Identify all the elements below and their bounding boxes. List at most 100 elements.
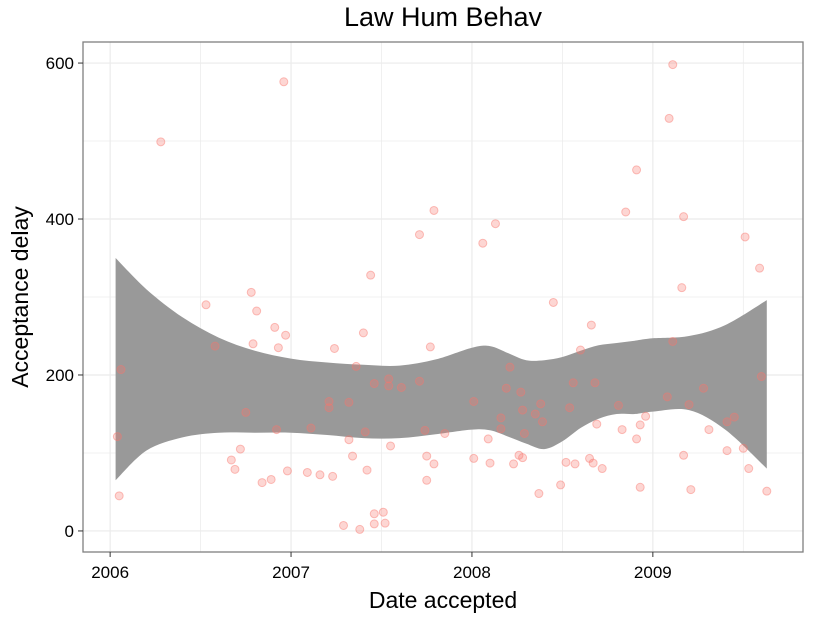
y-tick-label: 200 bbox=[46, 366, 74, 385]
data-point bbox=[478, 238, 488, 248]
data-point bbox=[414, 376, 424, 386]
data-point bbox=[272, 425, 282, 435]
data-point bbox=[210, 341, 220, 351]
data-point bbox=[518, 453, 528, 463]
data-point bbox=[641, 411, 651, 421]
data-point bbox=[355, 524, 365, 534]
data-point bbox=[756, 372, 766, 382]
data-point bbox=[662, 392, 672, 402]
x-tick-label: 2008 bbox=[453, 563, 491, 582]
smooth-band-layer bbox=[115, 258, 767, 481]
data-point bbox=[597, 464, 607, 474]
data-point bbox=[679, 450, 689, 460]
data-point bbox=[590, 378, 600, 388]
data-point bbox=[369, 379, 379, 389]
data-point bbox=[570, 459, 580, 469]
data-point bbox=[586, 320, 596, 330]
x-tick-label: 2009 bbox=[634, 563, 672, 582]
plot-border bbox=[82, 41, 804, 553]
data-point bbox=[226, 455, 236, 465]
data-point bbox=[496, 413, 506, 423]
data-point bbox=[485, 458, 495, 468]
data-point bbox=[420, 425, 430, 435]
data-point bbox=[635, 482, 645, 492]
data-point bbox=[556, 480, 566, 490]
x-tick-label: 2007 bbox=[272, 563, 310, 582]
data-point bbox=[575, 345, 585, 355]
data-point bbox=[677, 283, 687, 293]
data-point bbox=[344, 435, 354, 445]
data-point bbox=[248, 339, 258, 349]
data-point bbox=[329, 343, 339, 353]
data-point bbox=[668, 60, 678, 70]
data-point bbox=[380, 518, 390, 528]
data-point bbox=[635, 420, 645, 430]
data-point bbox=[585, 453, 595, 463]
data-point bbox=[429, 459, 439, 469]
y-tick-label: 400 bbox=[46, 210, 74, 229]
data-point bbox=[514, 450, 524, 460]
data-point bbox=[505, 362, 515, 372]
data-point bbox=[516, 387, 526, 397]
data-point bbox=[729, 412, 739, 422]
data-point bbox=[369, 509, 379, 519]
data-point bbox=[632, 434, 642, 444]
points-layer bbox=[112, 60, 772, 534]
data-point bbox=[621, 207, 631, 217]
data-point bbox=[469, 453, 479, 463]
data-point bbox=[588, 458, 598, 468]
data-point bbox=[306, 423, 316, 433]
data-point bbox=[699, 383, 709, 393]
data-point bbox=[384, 381, 394, 391]
data-point bbox=[722, 446, 732, 456]
data-point bbox=[266, 474, 276, 484]
data-point bbox=[339, 520, 349, 530]
data-point bbox=[537, 417, 547, 427]
data-point bbox=[366, 270, 376, 280]
data-point bbox=[324, 396, 334, 406]
x-tick-label: 2006 bbox=[91, 563, 129, 582]
data-point bbox=[324, 403, 334, 413]
y-axis-label: Acceptance delay bbox=[7, 206, 33, 388]
data-point bbox=[548, 297, 558, 307]
data-point bbox=[362, 465, 372, 475]
data-point bbox=[668, 336, 678, 346]
data-point bbox=[246, 287, 256, 297]
data-point bbox=[617, 425, 627, 435]
data-point bbox=[429, 205, 439, 215]
data-point bbox=[235, 444, 245, 454]
data-point bbox=[252, 306, 262, 316]
data-point bbox=[344, 397, 354, 407]
data-point bbox=[632, 165, 642, 175]
data-point bbox=[302, 467, 312, 477]
data-point bbox=[422, 451, 432, 461]
data-point bbox=[282, 466, 292, 476]
data-point bbox=[369, 519, 379, 529]
data-point bbox=[396, 382, 406, 392]
data-point bbox=[755, 263, 765, 273]
data-point bbox=[483, 434, 493, 444]
data-point bbox=[519, 428, 529, 438]
data-point bbox=[738, 443, 748, 453]
data-point bbox=[384, 374, 394, 384]
data-point bbox=[270, 322, 280, 332]
data-point bbox=[722, 417, 732, 427]
data-point bbox=[565, 403, 575, 413]
data-point bbox=[534, 489, 544, 499]
data-point bbox=[112, 432, 122, 442]
chart-title: Law Hum Behav bbox=[344, 2, 543, 32]
data-point bbox=[386, 441, 396, 451]
data-point bbox=[360, 427, 370, 437]
data-point bbox=[279, 77, 289, 87]
data-point bbox=[518, 405, 528, 415]
data-point bbox=[116, 365, 126, 375]
data-point bbox=[530, 409, 540, 419]
data-point bbox=[592, 419, 602, 429]
data-point bbox=[509, 459, 519, 469]
data-point bbox=[536, 399, 546, 409]
data-point bbox=[425, 342, 435, 352]
data-point bbox=[740, 232, 750, 242]
data-point bbox=[273, 343, 283, 353]
data-point bbox=[348, 451, 358, 461]
